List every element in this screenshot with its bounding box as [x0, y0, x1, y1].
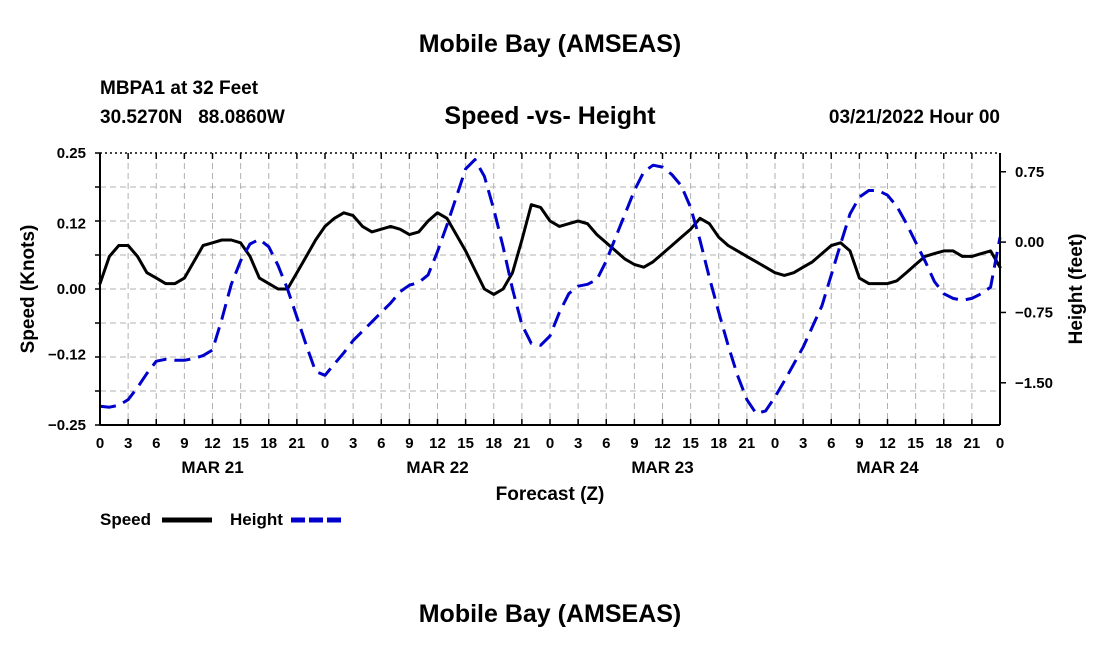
- x-tick-label: 9: [630, 435, 638, 452]
- series-line-speed: [98, 203, 1002, 296]
- x-tick-label: 0: [771, 435, 779, 452]
- x-day-label: MAR 23: [631, 458, 693, 477]
- y-tick-label-right: −1.50: [1015, 375, 1053, 392]
- x-tick-label: 3: [574, 435, 582, 452]
- chart-subtitle: Speed -vs- Height: [444, 102, 656, 130]
- x-tick-label: 15: [232, 435, 249, 452]
- x-tick-label: 0: [321, 435, 329, 452]
- station-coordinates: 30.5270N 88.0860W: [100, 107, 285, 128]
- x-tick-label: 3: [799, 435, 807, 452]
- x-tick-label: 6: [377, 435, 385, 452]
- x-tick-label: 21: [514, 435, 531, 452]
- forecast-datetime: 03/21/2022 Hour 00: [828, 107, 1000, 128]
- x-tick-label: 12: [204, 435, 221, 452]
- legend-speed-label: Speed: [100, 510, 152, 529]
- x-tick-label: 15: [457, 435, 474, 452]
- y-tick-label-right: 0.00: [1015, 234, 1044, 251]
- x-tick-label: 18: [485, 435, 502, 452]
- x-tick-label: 21: [964, 435, 981, 452]
- x-tick-label: 9: [180, 435, 188, 452]
- x-tick-label: 3: [349, 435, 357, 452]
- x-tick-label: 18: [260, 435, 277, 452]
- x-tick-label: 12: [654, 435, 671, 452]
- axis-layer: 0 3 6 9 12 15 18 21 0 3 6 9 12 15 18 21 0 3 6 9 12 15 18 21 0 3 6 9…: [18, 145, 1087, 505]
- x-tick-label: 6: [827, 435, 835, 452]
- x-tick-label: 0: [96, 435, 104, 452]
- x-day-label: MAR 22: [406, 458, 468, 477]
- series-line-height: [99, 158, 1002, 416]
- y-tick-label-left: 0.25: [57, 145, 86, 162]
- chart-top-title: Mobile Bay (AMSEAS): [418, 30, 682, 58]
- x-day-label: MAR 24: [856, 458, 919, 477]
- x-day-label: MAR 21: [181, 458, 243, 477]
- plot-frame: [95, 152, 1001, 426]
- station-label: MBPA1 at 32 Feet: [100, 78, 259, 99]
- x-tick-label: 9: [405, 435, 413, 452]
- y-tick-label-right: −0.75: [1015, 304, 1053, 321]
- y-tick-label-left: −0.12: [48, 346, 86, 363]
- y-axis-label-right: Height (feet): [1066, 234, 1087, 345]
- x-tick-label: 21: [289, 435, 306, 452]
- y-tick-label-left: 0.00: [57, 281, 86, 298]
- x-tick-label: 6: [152, 435, 160, 452]
- x-tick-label: 0: [546, 435, 554, 452]
- x-tick-label: 3: [124, 435, 132, 452]
- y-tick-label-right: 0.75: [1015, 164, 1044, 181]
- x-tick-label: 12: [879, 435, 896, 452]
- x-tick-label: 18: [935, 435, 952, 452]
- legend-height-label: Height: [230, 510, 283, 529]
- chart-bottom-title: Mobile Bay (AMSEAS): [418, 600, 682, 628]
- x-tick-label: 0: [996, 435, 1004, 452]
- x-tick-label: 6: [602, 435, 610, 452]
- x-tick-label: 15: [907, 435, 924, 452]
- x-tick-label: 18: [710, 435, 727, 452]
- y-tick-label-left: −0.25: [48, 417, 86, 434]
- x-tick-label: 21: [739, 435, 756, 452]
- y-tick-label-left: 0.12: [57, 216, 86, 233]
- x-tick-label: 12: [429, 435, 446, 452]
- y-axis-label-left: Speed (Knots): [18, 225, 39, 354]
- x-tick-label: 9: [855, 435, 863, 452]
- series-layer: [98, 158, 1002, 416]
- x-tick-label: 15: [682, 435, 699, 452]
- x-axis-label: Forecast (Z): [496, 484, 605, 505]
